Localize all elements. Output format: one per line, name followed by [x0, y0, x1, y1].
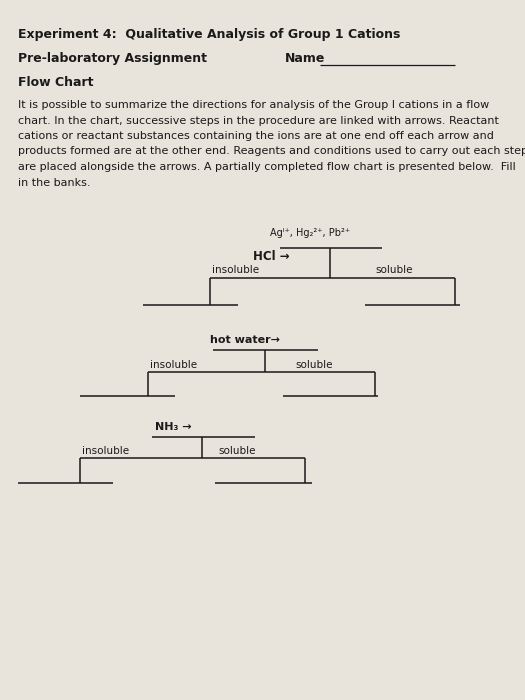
Text: Flow Chart: Flow Chart: [18, 76, 93, 89]
Text: insoluble: insoluble: [82, 446, 129, 456]
Text: Experiment 4:  Qualitative Analysis of Group 1 Cations: Experiment 4: Qualitative Analysis of Gr…: [18, 28, 401, 41]
Text: HCl →: HCl →: [253, 250, 290, 263]
Text: soluble: soluble: [375, 265, 413, 275]
Text: insoluble: insoluble: [150, 360, 197, 370]
Text: Pre-laboratory Assignment: Pre-laboratory Assignment: [18, 52, 207, 65]
Text: in the banks.: in the banks.: [18, 178, 90, 188]
Text: chart. In the chart, successive steps in the procedure are linked with arrows. R: chart. In the chart, successive steps in…: [18, 116, 499, 125]
Text: hot water→: hot water→: [210, 335, 280, 345]
Text: NH₃ →: NH₃ →: [155, 422, 192, 432]
Text: Agᴵ⁺, Hg₂²⁺, Pb²⁺: Agᴵ⁺, Hg₂²⁺, Pb²⁺: [270, 228, 350, 238]
Text: cations or reactant substances containing the ions are at one end off each arrow: cations or reactant substances containin…: [18, 131, 494, 141]
Text: Name: Name: [285, 52, 326, 65]
Text: products formed are at the other end. Reagents and conditions used to carry out : products formed are at the other end. Re…: [18, 146, 525, 157]
Text: are placed alongside the arrows. A partially completed flow chart is presented b: are placed alongside the arrows. A parti…: [18, 162, 516, 172]
Text: soluble: soluble: [295, 360, 332, 370]
Text: It is possible to summarize the directions for analysis of the Group I cations i: It is possible to summarize the directio…: [18, 100, 489, 110]
Text: soluble: soluble: [218, 446, 256, 456]
Text: insoluble: insoluble: [212, 265, 259, 275]
